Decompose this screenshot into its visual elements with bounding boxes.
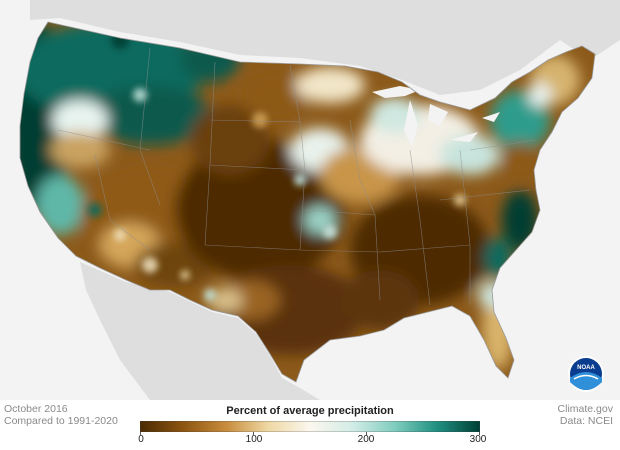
legend-tickmark: [253, 432, 254, 435]
period-info: October 2016 Compared to 1991-2020: [4, 403, 118, 427]
legend-tick-100: 100: [245, 434, 263, 445]
credit-site: Climate.gov: [557, 403, 613, 415]
period-label: October 2016: [4, 403, 68, 415]
great-lakes: [372, 86, 500, 148]
legend-tickmark: [366, 432, 367, 435]
surrounding-land: [30, 0, 620, 400]
legend-tick-0: 0: [138, 434, 144, 445]
noaa-logo-icon: NOAA: [568, 356, 604, 392]
us-outline: [19, 21, 596, 383]
baseline-label: Compared to 1991-2020: [4, 415, 118, 427]
credit-data: Data: NCEI: [559, 415, 613, 427]
precipitation-map: NOAA: [19, 0, 620, 400]
legend-tick-200: 200: [357, 434, 375, 445]
footer: October 2016 Compared to 1991-2020 Perce…: [0, 400, 620, 450]
credits: Climate.gov Data: NCEI: [558, 403, 613, 427]
noaa-logo-text: NOAA: [577, 365, 595, 371]
legend-tickmark: [479, 432, 480, 435]
legend-tickmark: [140, 432, 141, 435]
legend-color-bar: [140, 421, 480, 432]
legend-title: Percent of average precipitation: [226, 405, 394, 417]
legend-tick-300: 300: [469, 434, 487, 445]
